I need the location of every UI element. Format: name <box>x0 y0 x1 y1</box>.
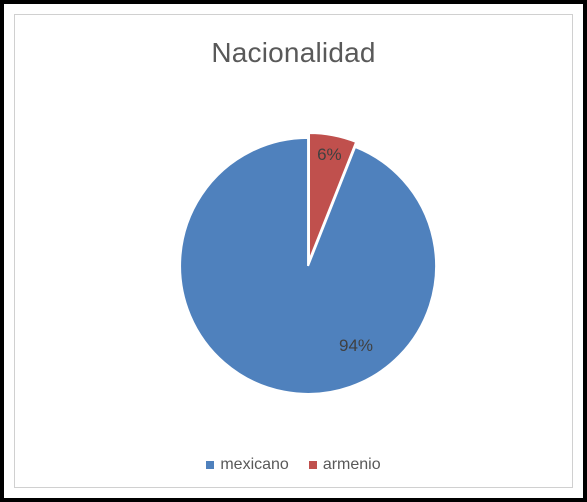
chart-area: Nacionalidad 6% 94% mexicano armenio <box>14 14 573 488</box>
data-label-armenio: 6% <box>317 145 342 164</box>
chart-title: Nacionalidad <box>211 37 376 68</box>
data-label-mexicano: 94% <box>339 336 373 355</box>
legend-label-mexicano: mexicano <box>220 456 289 473</box>
pie-slice-mexicano <box>179 136 438 395</box>
legend-label-armenio: armenio <box>322 456 381 473</box>
legend-swatch-mexicano <box>206 461 215 469</box>
legend-item-mexicano: mexicano <box>206 456 289 474</box>
pie-slice-armenio <box>308 131 358 262</box>
legend-swatch-armenio <box>308 461 317 469</box>
legend-item-armenio: armenio <box>308 456 381 474</box>
chart-legend: mexicano armenio <box>15 456 572 474</box>
pie-chart: 6% 94% <box>179 131 438 395</box>
